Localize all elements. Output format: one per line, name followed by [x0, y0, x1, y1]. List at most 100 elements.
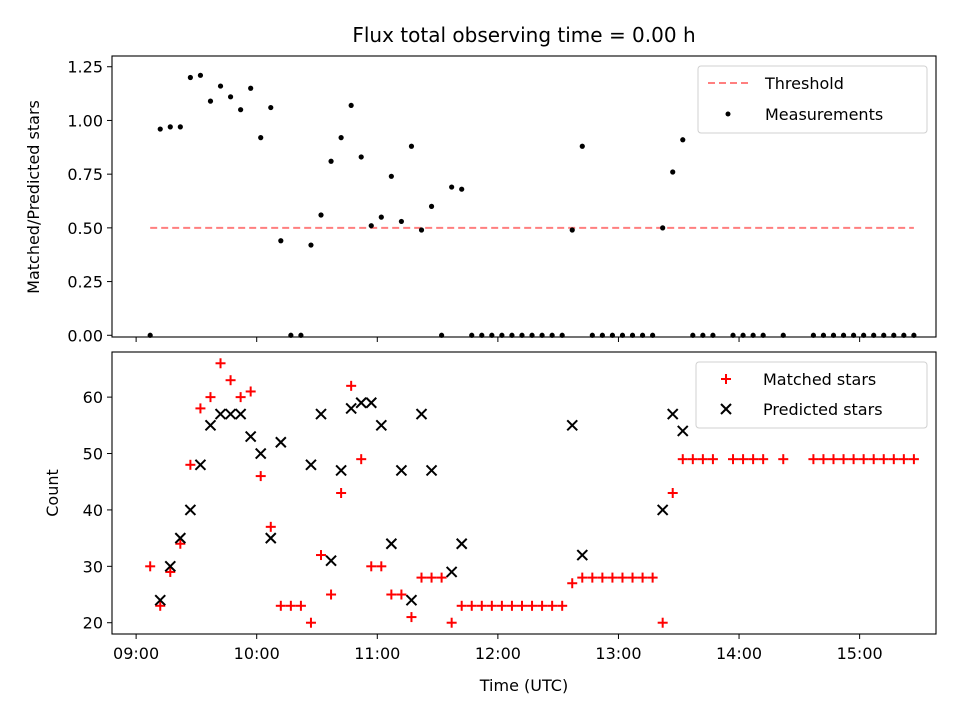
count-y-tick-label: 40 [83, 501, 103, 520]
matched-star-point [255, 471, 266, 482]
matched-star-point [446, 617, 457, 628]
matched-star-point [908, 454, 919, 465]
matched-star-point [366, 561, 377, 572]
matched-star-point [868, 454, 879, 465]
predicted-star-point [275, 436, 287, 448]
measurement-point [388, 173, 394, 179]
measurement-point [660, 225, 666, 231]
ratio-y-tick-label: 1.00 [67, 111, 103, 130]
matched-star-point [275, 600, 286, 611]
predicted-star-point [415, 408, 428, 420]
measurement-point [338, 135, 344, 141]
legend-measurements-label: Measurements [765, 105, 883, 124]
matched-star-point [657, 617, 668, 628]
matched-star-point [175, 538, 186, 549]
predicted-star-point [405, 594, 418, 606]
predicted-star-point [164, 560, 176, 573]
count-x-tick-label: 15:00 [837, 644, 883, 663]
measurement-point [187, 74, 193, 81]
measurement-point [408, 143, 415, 149]
measurement-point [579, 143, 585, 149]
predicted-star-point [194, 459, 207, 471]
measurement-point [428, 203, 435, 209]
predicted-star-point [214, 408, 227, 420]
matched-star-point [396, 589, 407, 600]
predicted-star-point [395, 464, 408, 477]
measurement-point [268, 104, 274, 111]
measurement-point [258, 135, 264, 141]
ratio-y-axis-label: Matched/Predicted stars [24, 100, 43, 294]
matched-star-point [778, 454, 789, 465]
matched-star-point [667, 488, 678, 498]
matched-star-point [185, 459, 196, 470]
matched-star-point [677, 454, 688, 465]
measurement-point [418, 227, 425, 233]
legend-threshold-label: Threshold [764, 74, 844, 93]
predicted-star-point [445, 566, 458, 578]
matched-star-point [336, 488, 347, 498]
measurement-point [238, 107, 244, 113]
measurement-point [217, 83, 224, 89]
matched-star-point [496, 600, 507, 611]
matched-star-point [898, 454, 909, 465]
measurement-point [318, 212, 324, 218]
predicted-star-point [576, 549, 588, 561]
matched-star-point [758, 454, 769, 465]
ratio-y-tick-label: 0.00 [67, 326, 103, 345]
measurement-point [680, 137, 686, 143]
count-y-tick-label: 30 [83, 557, 103, 576]
predicted-star-point [455, 538, 468, 550]
matched-star-point [295, 600, 306, 611]
predicted-star-point [667, 408, 679, 420]
matched-star-point [456, 600, 467, 611]
matched-star-point [818, 454, 829, 465]
measurement-point [459, 186, 465, 192]
predicted-star-point [265, 532, 277, 544]
matched-star-point [165, 566, 176, 577]
ratio-panel: 0.00 0.25 0.50 0.75 1.00 1.25 Matched/Predict… [24, 55, 937, 345]
matched-star-point [245, 386, 256, 397]
measurement-point [670, 169, 676, 175]
predicted-star-point [315, 408, 327, 420]
predicted-star-point [385, 538, 398, 550]
count-x-tick-label: 10:00 [234, 644, 280, 663]
count-x-tick-label: 12:00 [475, 644, 521, 663]
matched-star-point [577, 572, 588, 583]
predicted-star-point [677, 425, 689, 437]
legend-matched-swatch [721, 374, 731, 384]
predicted-star-point [174, 532, 187, 544]
ratio-plot-frame [111, 55, 937, 338]
predicted-star-point [325, 554, 337, 567]
legend-predicted-swatch [720, 403, 732, 415]
ratio-y-tick-label: 0.25 [67, 273, 103, 292]
matched-star-point [728, 454, 739, 465]
count-plot-frame [111, 351, 937, 635]
x-axis-label: Time (UTC) [479, 676, 568, 695]
matched-star-point [205, 392, 216, 403]
matched-star-point [697, 454, 708, 465]
measurement-point [368, 223, 374, 229]
predicted-star-point [255, 447, 267, 460]
matched-star-point [647, 572, 658, 583]
predicted-star-point [355, 397, 367, 409]
matched-star-point [215, 358, 226, 369]
measurement-point [358, 154, 364, 160]
measurement-point [398, 218, 405, 225]
ratio-legend: Threshold Measurements [697, 65, 928, 134]
matched-star-point [888, 454, 899, 465]
matched-star-point [316, 550, 327, 561]
measurement-point [157, 126, 163, 132]
measurement-point [278, 238, 284, 244]
predicted-star-point [375, 419, 388, 432]
measurement-point [248, 85, 254, 91]
predicted-star-point [204, 419, 217, 432]
matched-star-point [486, 600, 497, 611]
matched-star-point [858, 454, 869, 465]
matched-star-point [386, 589, 397, 600]
matched-star-point [587, 572, 598, 583]
predicted-star-point [365, 397, 377, 409]
predicted-star-point [425, 464, 438, 477]
predicted-star-point [305, 459, 317, 471]
matched-star-point [527, 600, 538, 611]
matched-star-point [305, 617, 316, 628]
